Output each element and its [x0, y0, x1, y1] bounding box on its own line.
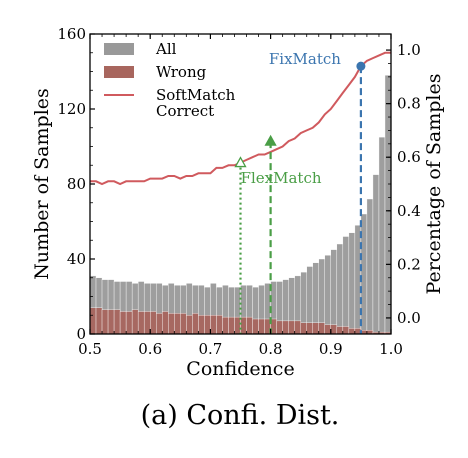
- y-left-tick-label: 160: [57, 25, 86, 43]
- figure-caption: (a) Confi. Dist.: [141, 400, 340, 431]
- y-right-tick-label: 0.2: [397, 255, 421, 273]
- wrong-bar: [174, 313, 181, 335]
- y-axis-left-label: Number of Samples: [31, 88, 53, 280]
- x-tick-label: 0.8: [259, 340, 283, 358]
- y-right-tick-label: 0.4: [397, 202, 421, 220]
- fixmatch-label: FixMatch: [269, 50, 341, 68]
- legend-softmatch-label: SoftMatch: [156, 86, 236, 104]
- flexmatch-marker: [264, 134, 277, 146]
- x-tick-label: 0.7: [198, 340, 222, 358]
- all-bars: [89, 75, 392, 335]
- wrong-bar: [162, 311, 169, 335]
- x-tick-label: 0.9: [319, 340, 343, 358]
- all-bar: [330, 249, 338, 335]
- wrong-bar: [222, 316, 229, 335]
- wrong-bar: [107, 309, 115, 335]
- wrong-bar: [246, 316, 253, 335]
- all-bar: [342, 236, 350, 335]
- all-bar: [348, 232, 356, 335]
- wrong-bar: [306, 322, 313, 335]
- wrong-bars: [89, 307, 392, 335]
- fixmatch-marker: [356, 61, 366, 71]
- wrong-bar: [156, 313, 163, 335]
- wrong-bar: [149, 311, 157, 335]
- x-tick-label: 0.6: [138, 340, 162, 358]
- wrong-bar: [131, 309, 139, 335]
- flexmatch-label: FlexMatch: [241, 169, 322, 187]
- wrong-bar: [282, 320, 289, 335]
- wrong-bar: [143, 311, 151, 335]
- y-left-tick-label: 40: [67, 250, 86, 268]
- x-axis-label: Confidence: [186, 358, 294, 380]
- wrong-bar: [258, 318, 265, 335]
- wrong-bar: [252, 318, 259, 335]
- legend-softmatch-label: Correct: [156, 102, 214, 120]
- y-right-tick-label: 0.8: [397, 95, 421, 113]
- wrong-bar: [312, 322, 319, 335]
- wrong-bar: [198, 315, 205, 335]
- wrong-bar: [95, 307, 103, 335]
- wrong-bar: [186, 315, 193, 335]
- wrong-bar: [168, 313, 175, 335]
- wrong-bar: [204, 315, 211, 335]
- x-tick-label: 0.5: [78, 340, 102, 358]
- wrong-bar: [234, 316, 241, 335]
- wrong-bar: [137, 311, 145, 335]
- flexmatch-hollow-marker: [234, 156, 247, 168]
- legend-all-label: All: [155, 40, 177, 58]
- y-left-tick-label: 0: [76, 325, 86, 343]
- legend-all-swatch: [104, 43, 134, 55]
- wrong-bar: [119, 311, 127, 335]
- wrong-bar: [300, 322, 307, 335]
- y-right-tick-label: 1.0: [397, 41, 421, 59]
- legend-wrong-swatch: [104, 66, 134, 78]
- y-right-tick-label: 0.6: [397, 148, 421, 166]
- all-bar: [366, 198, 374, 335]
- marker-layer: FixMatch FlexMatch: [234, 50, 366, 334]
- wrong-bar: [318, 322, 325, 335]
- wrong-bar: [342, 326, 350, 335]
- wrong-bar: [288, 320, 295, 335]
- wrong-bar: [180, 313, 187, 335]
- wrong-bar: [210, 315, 217, 335]
- wrong-bar: [276, 320, 283, 335]
- wrong-bar: [216, 315, 223, 335]
- all-bar: [384, 75, 392, 335]
- wrong-bar: [336, 326, 344, 335]
- y-left-tick-label: 80: [67, 175, 86, 193]
- wrong-bar: [101, 309, 109, 335]
- all-bar: [378, 136, 386, 335]
- wrong-bar: [125, 311, 133, 335]
- legend-wrong-label: Wrong: [156, 63, 207, 81]
- all-bar: [324, 255, 331, 335]
- wrong-bar: [348, 328, 356, 335]
- x-tick-label: 1.0: [379, 340, 403, 358]
- y-right-tick-label: 0.0: [397, 309, 421, 327]
- wrong-bar: [192, 313, 199, 335]
- wrong-bar: [294, 320, 301, 335]
- y-left-tick-label: 120: [57, 100, 86, 118]
- wrong-bar: [330, 324, 338, 335]
- all-bar: [336, 243, 344, 335]
- wrong-bar: [89, 307, 97, 335]
- wrong-bar: [324, 324, 331, 335]
- tick-layer: 0.5 0.6 0.7 0.8 0.9 1.0 0 40 80 120 160 0.0 0.2 0.4 0.…: [57, 25, 421, 358]
- wrong-bar: [228, 316, 235, 335]
- y-axis-right-label: Percentage of Samples: [423, 74, 445, 295]
- wrong-bar: [113, 309, 121, 335]
- all-bar: [372, 174, 380, 335]
- wrong-bar: [240, 316, 247, 335]
